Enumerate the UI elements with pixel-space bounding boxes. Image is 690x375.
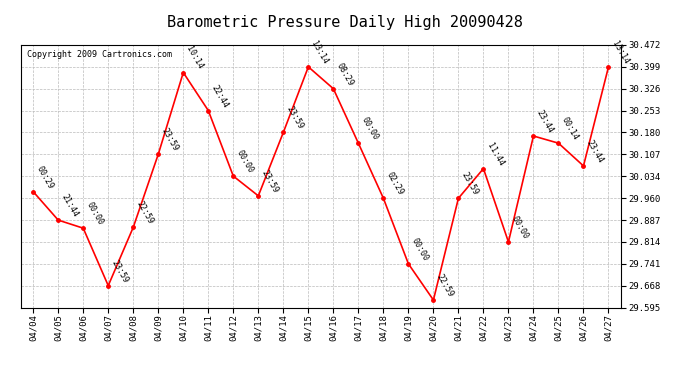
Text: 08:29: 08:29 [335, 61, 355, 87]
Text: 21:44: 21:44 [59, 192, 80, 219]
Text: 23:59: 23:59 [460, 171, 480, 197]
Text: Copyright 2009 Cartronics.com: Copyright 2009 Cartronics.com [27, 50, 172, 59]
Text: Barometric Pressure Daily High 20090428: Barometric Pressure Daily High 20090428 [167, 15, 523, 30]
Text: 23:44: 23:44 [585, 138, 605, 165]
Text: 10:14: 10:14 [185, 45, 205, 71]
Text: 23:59: 23:59 [285, 105, 305, 131]
Text: 00:29: 00:29 [34, 164, 55, 190]
Text: 00:00: 00:00 [359, 116, 380, 142]
Text: 00:00: 00:00 [85, 201, 105, 227]
Text: 00:00: 00:00 [410, 236, 430, 262]
Text: 22:59: 22:59 [435, 273, 455, 298]
Text: 23:44: 23:44 [535, 108, 555, 135]
Text: 22:44: 22:44 [210, 83, 230, 109]
Text: 11:44: 11:44 [485, 141, 505, 167]
Text: 02:29: 02:29 [385, 171, 405, 197]
Text: 22:59: 22:59 [135, 200, 155, 226]
Text: 13:14: 13:14 [310, 39, 330, 66]
Text: 23:59: 23:59 [110, 258, 130, 284]
Text: 23:59: 23:59 [259, 168, 280, 195]
Text: 00:00: 00:00 [510, 214, 530, 240]
Text: 23:59: 23:59 [159, 127, 180, 153]
Text: 00:14: 00:14 [560, 116, 580, 142]
Text: 13:14: 13:14 [610, 39, 630, 66]
Text: 00:00: 00:00 [235, 148, 255, 175]
